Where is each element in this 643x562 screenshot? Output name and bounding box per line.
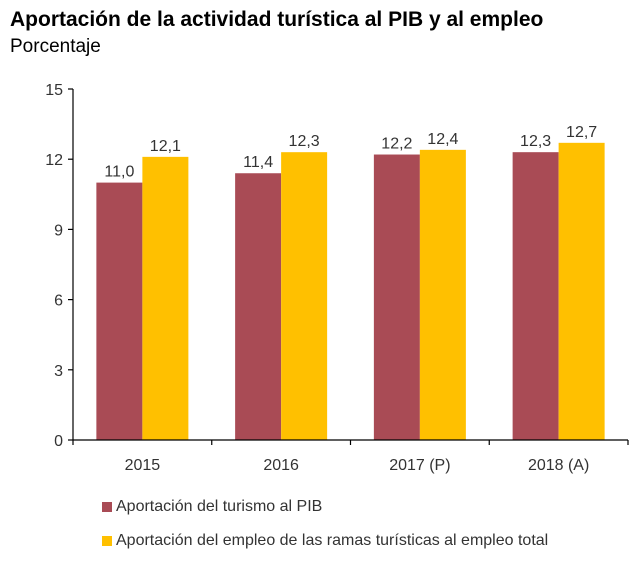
data-label-pib-1: 11,4: [243, 154, 273, 171]
legend-item-pib: Aportación del turismo al PIB: [102, 498, 322, 516]
x-tick-label-0: 2015: [125, 457, 161, 474]
data-label-empleo-3: 12,7: [566, 124, 597, 141]
data-label-pib-2: 12,2: [381, 136, 412, 153]
bar-empleo-1: [281, 152, 328, 440]
x-tick-label-1: 2016: [263, 457, 299, 474]
chart-subtitle: Porcentaje: [10, 36, 101, 57]
legend-label-empleo: Aportación del empleo de las ramas turís…: [116, 532, 549, 549]
y-tick-label-4: 12: [45, 152, 63, 169]
chart-title: Aportación de la actividad turística al …: [10, 8, 544, 31]
y-tick-label-2: 6: [54, 293, 63, 310]
bar-pib-0: [96, 182, 143, 440]
legend-label-pib: Aportación del turismo al PIB: [116, 498, 323, 515]
y-tick-label-5: 15: [45, 82, 63, 99]
bar-empleo-3: [558, 142, 605, 440]
legend-item-empleo: Aportación del empleo de las ramas turís…: [102, 532, 548, 550]
y-tick-label-3: 9: [54, 222, 63, 239]
x-tick-label-3: 2018 (A): [528, 457, 589, 474]
bar-empleo-0: [142, 156, 189, 441]
x-tick-label-2: 2017 (P): [389, 457, 450, 474]
bar-pib-2: [373, 154, 420, 440]
bar-pib-1: [235, 173, 282, 441]
y-tick-label-0: 0: [54, 433, 63, 450]
data-label-empleo-1: 12,3: [289, 133, 320, 150]
bar-empleo-2: [419, 149, 466, 440]
legend-swatch-empleo: [102, 536, 112, 546]
bar-pib-3: [512, 152, 559, 440]
data-label-empleo-0: 12,1: [150, 138, 181, 155]
data-label-pib-0: 11,0: [104, 164, 134, 181]
data-label-empleo-2: 12,4: [427, 131, 458, 148]
legend-swatch-pib: [102, 502, 112, 512]
data-label-pib-3: 12,3: [520, 133, 551, 150]
y-tick-label-1: 3: [54, 363, 63, 380]
